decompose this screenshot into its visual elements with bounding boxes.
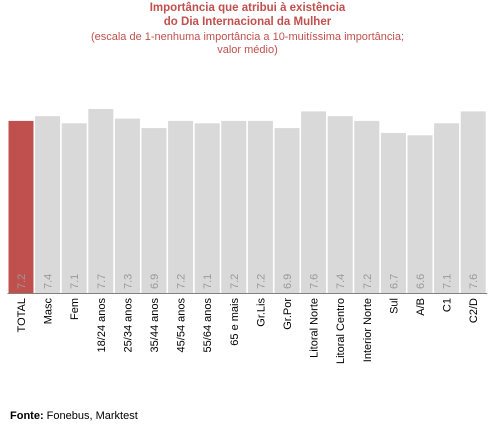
bar-total bbox=[8, 120, 34, 294]
value-label-35-44-anos: 6.9 bbox=[149, 274, 161, 289]
category-label-fem: Fem bbox=[69, 298, 81, 320]
value-label-25-34-anos: 7.3 bbox=[122, 274, 134, 289]
category-label-a-b: A/B bbox=[415, 298, 427, 316]
chart-subtitle-line-1: (escala de 1-nenhuma importância a 10-mu… bbox=[90, 31, 405, 43]
chart-title-line-2: do Dia Internacional da Mulher bbox=[163, 16, 332, 28]
bar-gr-lis bbox=[247, 120, 273, 294]
bar-litoral-norte bbox=[301, 111, 327, 294]
bar-fem bbox=[61, 123, 87, 293]
bar-45-54-anos bbox=[168, 120, 194, 294]
category-label-35-44-anos: 35/44 anos bbox=[149, 298, 161, 353]
value-label-c1: 7.1 bbox=[442, 274, 454, 289]
category-label-litoral-norte: Litoral Norte bbox=[309, 298, 321, 358]
value-label-sul: 6.7 bbox=[388, 274, 400, 289]
category-label-sul: Sul bbox=[388, 298, 400, 314]
bar-sul bbox=[380, 132, 406, 293]
value-label-interior-norte: 7.2 bbox=[362, 274, 374, 289]
source-label: Fonte: bbox=[10, 410, 44, 422]
bar-25-34-anos bbox=[114, 118, 140, 293]
value-label-gr-por: 6.9 bbox=[282, 274, 294, 289]
bar-masc bbox=[35, 116, 61, 293]
category-label-total: TOTAL bbox=[16, 298, 28, 332]
bar-55-64-anos bbox=[194, 123, 220, 293]
bar-a-b bbox=[407, 135, 433, 293]
bar-gr-por bbox=[274, 128, 300, 293]
value-label-litoral-centro: 7.4 bbox=[335, 274, 347, 289]
chart-title-line-1: Importância que atribui à existência bbox=[149, 2, 346, 14]
bar-litoral-centro bbox=[327, 116, 353, 293]
category-label-gr-por: Gr.Por bbox=[282, 298, 294, 330]
category-label-gr-lis: Gr.Lis bbox=[255, 298, 267, 327]
bar-35-44-anos bbox=[141, 128, 167, 293]
category-label-litoral-centro: Litoral Centro bbox=[335, 298, 347, 364]
category-label-interior-norte: Interior Norte bbox=[362, 298, 374, 362]
source-note: Fonte: Fonebus, Marktest bbox=[10, 410, 138, 422]
category-label-masc: Masc bbox=[43, 298, 55, 325]
category-label-18-24-anos: 18/24 anos bbox=[96, 298, 108, 353]
chart-subtitle-line-2: valor médio) bbox=[217, 44, 278, 56]
value-label-55-64-anos: 7.1 bbox=[202, 274, 214, 289]
value-label-masc: 7.4 bbox=[43, 274, 55, 289]
category-label-65-e-mais: 65 e mais bbox=[229, 298, 241, 346]
category-label-c1: C1 bbox=[442, 298, 454, 312]
bar-interior-norte bbox=[354, 120, 380, 294]
bar-c1 bbox=[434, 123, 460, 293]
value-label-65-e-mais: 7.2 bbox=[229, 274, 241, 289]
value-label-45-54-anos: 7.2 bbox=[176, 274, 188, 289]
category-label-55-64-anos: 55/64 anos bbox=[202, 298, 214, 353]
bar-65-e-mais bbox=[221, 120, 247, 294]
category-label-45-54-anos: 45/54 anos bbox=[176, 298, 188, 353]
value-label-18-24-anos: 7.7 bbox=[96, 274, 108, 289]
value-label-a-b: 6.6 bbox=[415, 274, 427, 289]
value-label-c2-d: 7.6 bbox=[468, 274, 480, 289]
value-label-litoral-norte: 7.6 bbox=[309, 274, 321, 289]
bar-18-24-anos bbox=[88, 109, 114, 293]
value-label-total: 7.2 bbox=[16, 274, 28, 289]
source-text: Fonebus, Marktest bbox=[46, 410, 138, 422]
category-label-25-34-anos: 25/34 anos bbox=[122, 298, 134, 353]
value-label-fem: 7.1 bbox=[69, 274, 81, 289]
bar-c2-d bbox=[460, 111, 486, 294]
category-label-c2-d: C2/D bbox=[468, 298, 480, 323]
value-label-gr-lis: 7.2 bbox=[255, 274, 267, 289]
